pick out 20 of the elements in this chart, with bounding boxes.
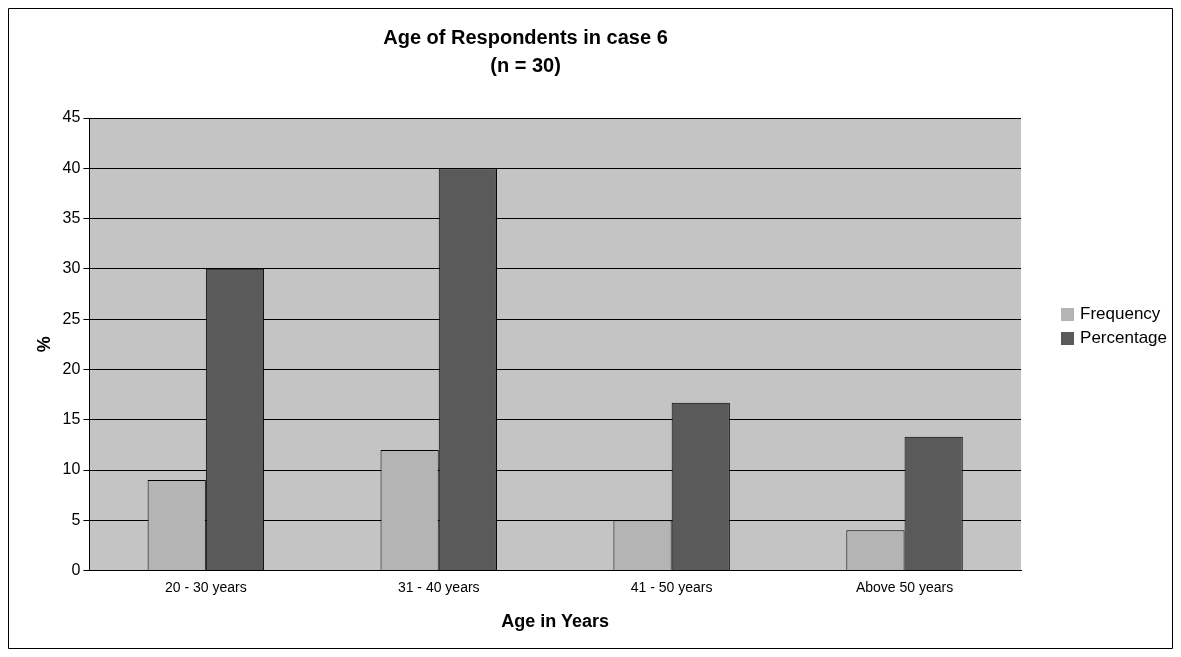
y-tick-label: 5 [71,510,81,528]
legend-label: Percentage [1080,328,1167,348]
y-tick-label: 10 [62,460,81,478]
x-tick-label: Above 50 years [855,578,954,595]
x-tick-label: 41 - 50 years [630,578,713,595]
y-tick-label: 0 [71,561,81,579]
y-tick-label: 25 [62,309,81,327]
y-axis-title: % [33,336,54,353]
legend-label: Frequency [1080,304,1161,324]
x-tick-label: 20 - 30 years [164,578,247,595]
y-tick-label: 35 [62,208,81,226]
y-tick-label: 45 [62,108,81,126]
x-axis-title: Age in Years [501,611,610,632]
y-tick-label: 15 [62,410,81,428]
chart-title: Age of Respondents in case 6 [383,25,668,48]
y-tick-label: 40 [62,158,81,176]
x-tick-label: 31 - 40 years [397,578,480,595]
y-tick-label: 30 [62,259,81,277]
y-tick-label: 20 [62,359,81,377]
chart-subtitle: (n = 30) [490,53,561,76]
